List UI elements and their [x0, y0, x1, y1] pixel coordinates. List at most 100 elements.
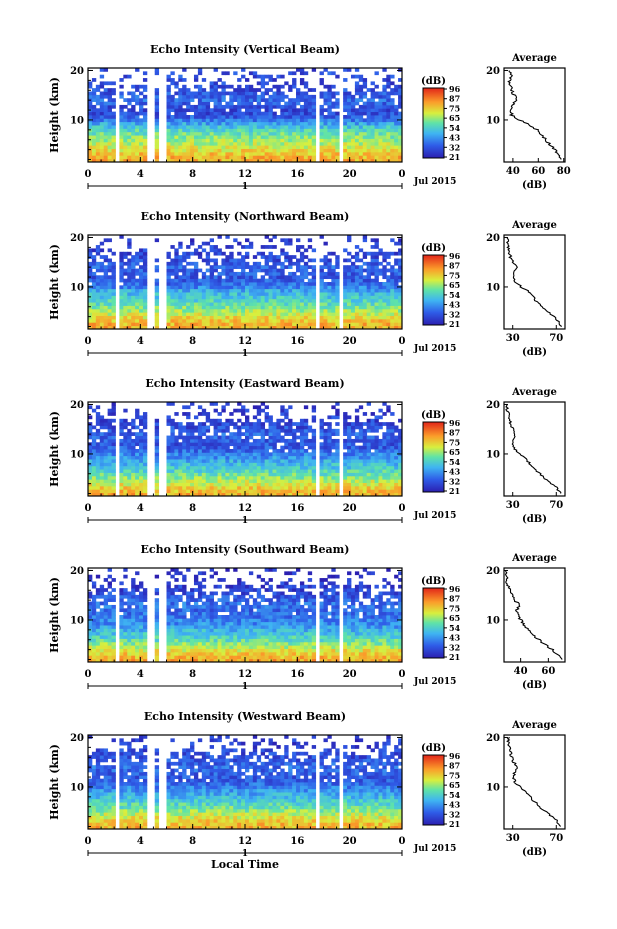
- heatmap-cell: [119, 462, 124, 467]
- heatmap-cell: [217, 248, 222, 253]
- heatmap-cell: [386, 432, 391, 436]
- heatmap-cell: [296, 111, 301, 116]
- heatmap-cell: [296, 445, 301, 450]
- heatmap-cell: [127, 482, 132, 487]
- heatmap-cell: [390, 125, 395, 129]
- heatmap-cell: [323, 275, 328, 280]
- heatmap-cell: [107, 422, 112, 426]
- heatmap-cell: [311, 282, 317, 286]
- heatmap-cell: [190, 94, 195, 99]
- heatmap-cell: [252, 138, 258, 143]
- heatmap-cell: [331, 101, 336, 106]
- heatmap-cell: [382, 88, 387, 92]
- heatmap-cell: [91, 265, 97, 269]
- heatmap-cell: [245, 292, 250, 296]
- heatmap-cell: [95, 308, 101, 313]
- heatmap-cell: [350, 94, 356, 99]
- heatmap-cell: [111, 251, 116, 256]
- heatmap-cell: [142, 258, 148, 263]
- heatmap-cell: [221, 84, 226, 89]
- heatmap-cell: [272, 282, 277, 286]
- heatmap-cell: [331, 462, 336, 467]
- heatmap-cell: [237, 111, 242, 116]
- heatmap-cell: [127, 449, 132, 453]
- heatmap-cell: [174, 475, 179, 480]
- heatmap-cell: [229, 308, 234, 313]
- heatmap-cell: [276, 432, 281, 436]
- heatmap-cell: [347, 118, 352, 123]
- heatmap-cell: [347, 295, 352, 300]
- heatmap-cell: [299, 302, 305, 306]
- heatmap-cell: [276, 155, 281, 160]
- heatmap-cell: [245, 485, 250, 490]
- heatmap-cell: [201, 302, 207, 306]
- heatmap-cell: [154, 418, 160, 423]
- heatmap-cell: [88, 111, 93, 116]
- heatmap-cell: [166, 278, 171, 283]
- heatmap-cell: [241, 258, 246, 263]
- heatmap-cell: [229, 288, 234, 293]
- heatmap-cell: [186, 115, 191, 119]
- heatmap-cell: [209, 449, 215, 453]
- heatmap-cell: [201, 472, 207, 477]
- heatmap-cell: [370, 88, 375, 92]
- heatmap-cell: [131, 298, 136, 303]
- heatmap-cell: [154, 485, 160, 490]
- heatmap-cell: [178, 275, 183, 280]
- heatmap-cell: [319, 158, 324, 163]
- heatmap-cell: [256, 155, 262, 160]
- heatmap-cell: [103, 145, 109, 149]
- heatmap-cell: [264, 138, 269, 143]
- heatmap-cell: [343, 98, 348, 102]
- heatmap-cell: [88, 449, 93, 453]
- heatmap-cell: [272, 422, 277, 426]
- heatmap-cell: [174, 489, 179, 494]
- heatmap-cell: [142, 138, 148, 143]
- heatmap-cell: [91, 305, 97, 310]
- heatmap-cell: [205, 288, 211, 293]
- heatmap-cell: [335, 155, 340, 160]
- heatmap-cell: [135, 295, 140, 300]
- heatmap-cell: [139, 435, 144, 440]
- heatmap-cell: [103, 292, 109, 296]
- heatmap-cell: [170, 455, 175, 460]
- heatmap-cell: [190, 292, 195, 296]
- heatmap-cell: [245, 125, 250, 129]
- heatmap-cell: [370, 305, 375, 310]
- heatmap-cell: [252, 442, 258, 447]
- heatmap-cell: [213, 298, 218, 303]
- heatmap-cell: [280, 248, 285, 253]
- heatmap-cell: [91, 489, 97, 494]
- heatmap-cell: [296, 94, 301, 99]
- heatmap-cell: [370, 492, 375, 497]
- heatmap-cell: [91, 298, 97, 303]
- heatmap-cell: [272, 148, 277, 153]
- heatmap-cell: [292, 315, 297, 320]
- heatmap-cell: [131, 432, 136, 436]
- heatmap-cell: [123, 449, 128, 453]
- heatmap-cell: [366, 108, 372, 113]
- heatmap-cell: [217, 108, 222, 113]
- heatmap-cell: [119, 422, 124, 426]
- heatmap-cell: [205, 98, 211, 102]
- heatmap-cell: [174, 422, 179, 426]
- heatmap-cell: [394, 138, 399, 143]
- heatmap-cell: [272, 271, 277, 276]
- heatmap-cell: [386, 422, 391, 426]
- heatmap-cell: [213, 438, 218, 443]
- heatmap-cell: [284, 155, 289, 160]
- heatmap-cell: [209, 145, 215, 149]
- heatmap-cell: [303, 145, 309, 149]
- heatmap-cell: [264, 141, 269, 146]
- heatmap-cell: [343, 315, 348, 320]
- heatmap-cell: [127, 459, 132, 463]
- heatmap-cell: [331, 322, 336, 327]
- heatmap-cell: [166, 469, 171, 473]
- heatmap-cell: [182, 108, 187, 113]
- heatmap-cell: [209, 312, 215, 316]
- heatmap-cell: [327, 482, 332, 487]
- heatmap-cell: [103, 118, 109, 123]
- heatmap-cell: [221, 282, 226, 286]
- heatmap-cell: [323, 469, 328, 473]
- heatmap-cell: [378, 288, 383, 293]
